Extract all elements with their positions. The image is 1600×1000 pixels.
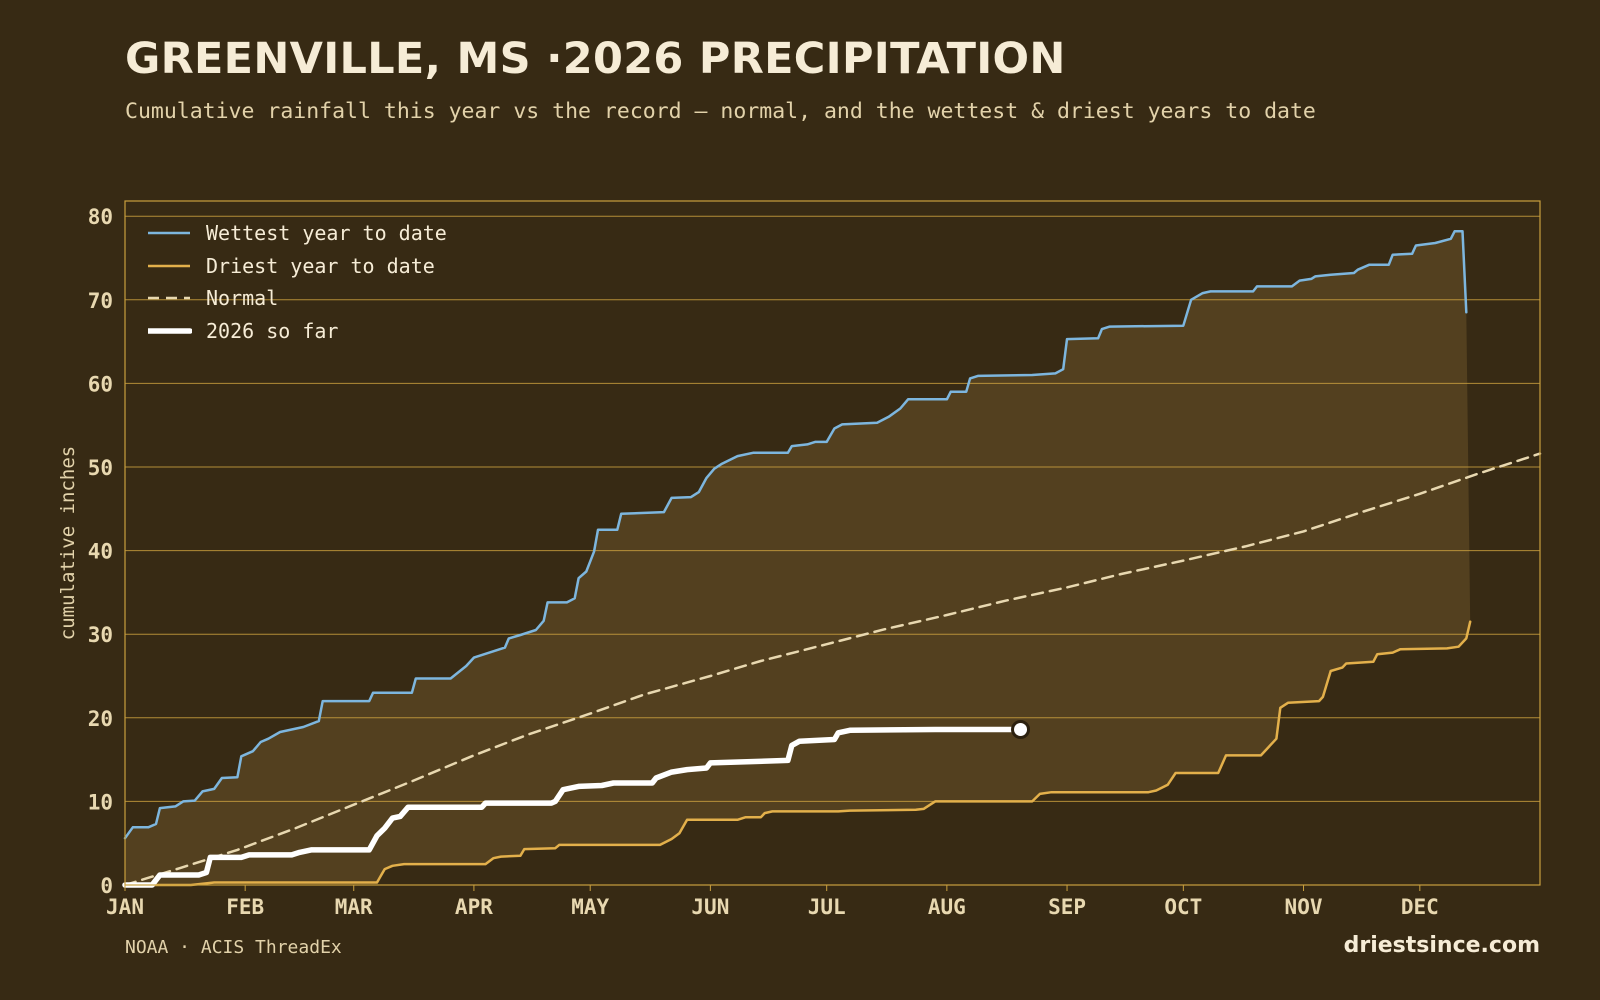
- legend-label-wettest: Wettest year to date: [206, 221, 447, 246]
- current-year-line: [122, 726, 1024, 888]
- current-value-marker: [1011, 720, 1031, 740]
- y-tick-label: 50: [88, 456, 113, 480]
- record-band: [125, 231, 1471, 885]
- legend-label-driest: Driest year to date: [206, 253, 435, 278]
- y-tick-label: 10: [88, 790, 113, 814]
- wettest-line: [123, 229, 1468, 840]
- legend-label-current: 2026 so far: [206, 318, 339, 343]
- x-tick-label: OCT: [1164, 895, 1202, 919]
- plot-frame: [124, 200, 1541, 886]
- x-tick-label: JUL: [808, 895, 846, 919]
- x-tick-label: DEC: [1401, 895, 1439, 919]
- x-tick-label: JUN: [691, 895, 729, 919]
- legend-swatch-driest: [148, 259, 192, 273]
- legend-item-wettest: Wettest year to date: [148, 217, 447, 250]
- legend: Wettest year to date Driest year to date…: [148, 217, 447, 347]
- axes: 0 10 20 30 40 50 60 70 80 JAN FEB MAR APR MAY JUN JUL AU…: [88, 200, 1541, 919]
- y-tick-label: 70: [88, 289, 113, 313]
- record-band-fill: [125, 231, 1471, 885]
- legend-label-normal: Normal: [206, 286, 279, 311]
- x-tick-label: SEP: [1048, 895, 1086, 919]
- chart-subtitle: Cumulative rainfall this year vs the rec…: [125, 99, 1316, 124]
- data-source: NOAA · ACIS ThreadEx: [125, 937, 342, 958]
- y-tick-label: 0: [100, 874, 113, 898]
- x-tick-label: JAN: [106, 895, 144, 919]
- normal-line: [123, 452, 1542, 887]
- legend-item-current: 2026 so far: [148, 315, 447, 348]
- y-tick-label: 30: [88, 623, 113, 647]
- x-tick-label: FEB: [226, 895, 264, 919]
- site-link[interactable]: driestsince.com: [1343, 933, 1540, 958]
- series-lines: [122, 229, 1542, 888]
- x-tick-label: AUG: [928, 895, 966, 919]
- legend-item-normal: Normal: [148, 282, 447, 315]
- driest-line: [123, 620, 1472, 887]
- x-tick-label: MAR: [335, 895, 373, 919]
- y-axis-label: cumulative inches: [57, 446, 79, 640]
- legend-swatch-normal: [148, 291, 192, 305]
- x-tick-label: NOV: [1285, 895, 1323, 919]
- legend-item-driest: Driest year to date: [148, 250, 447, 283]
- y-tick-label: 60: [88, 372, 113, 396]
- y-tick-label: 40: [88, 540, 113, 564]
- legend-swatch-wettest: [148, 226, 192, 240]
- x-tick-label: APR: [455, 895, 493, 919]
- chart-title: GREENVILLE, MS ·2026 PRECIPITATION: [125, 34, 1066, 84]
- x-tick-label: MAY: [571, 895, 609, 919]
- y-tick-label: 80: [88, 205, 113, 229]
- legend-swatch-current: [148, 324, 192, 338]
- y-tick-label: 20: [88, 707, 113, 731]
